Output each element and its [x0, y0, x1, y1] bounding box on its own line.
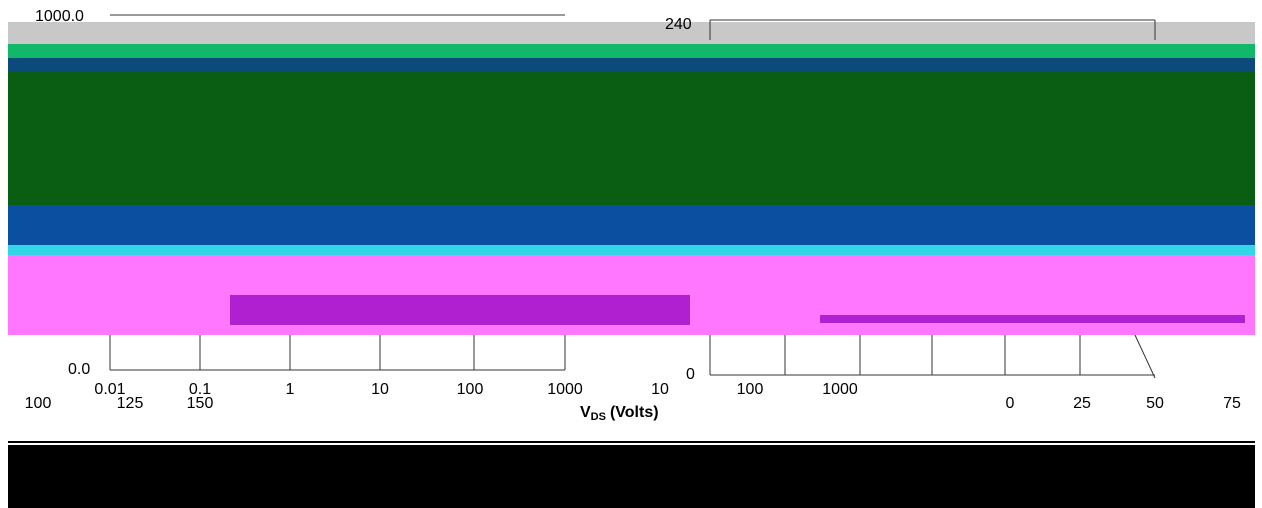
navy-band [8, 58, 1255, 72]
x-labels: 0.01 0.1 1 10 100 1000 10 100 1000 100 125 150 0 25 50… [25, 381, 1241, 412]
x-label: 150 [187, 395, 214, 412]
blue-band [8, 205, 1255, 245]
y-label: 0.0 [68, 361, 90, 378]
green-band [8, 44, 1255, 58]
y-label: 0 [686, 366, 695, 383]
dark-green-band [8, 72, 1255, 205]
x-label: 1 [286, 381, 295, 398]
axis-unit: (Volts) [610, 404, 659, 421]
axis-symbol: V [580, 404, 591, 421]
left-frame [109, 14, 566, 371]
x-label: 1000 [822, 381, 858, 398]
x-label: 100 [457, 381, 484, 398]
x-label: 0.01 [94, 381, 125, 398]
cyan-band [8, 245, 1255, 255]
x-label: 25 [1073, 395, 1091, 412]
x-label: 75 [1223, 395, 1241, 412]
x-label: 100 [25, 395, 52, 412]
x-label: 50 [1146, 395, 1164, 412]
right-frame [709, 19, 1156, 379]
gray-band [8, 22, 1255, 44]
x-label: 100 [737, 381, 764, 398]
black-band [8, 445, 1255, 508]
x-label: 125 [117, 395, 144, 412]
x-label: 1000 [547, 381, 583, 398]
purple-block [230, 295, 690, 325]
x-label: 0 [1006, 395, 1015, 412]
purple-strip [820, 315, 1245, 323]
axis-title: VDS (Volts) [580, 404, 659, 423]
y-label: 1000.0 [35, 8, 84, 25]
y-label: 240 [665, 16, 692, 33]
x-label: 10 [651, 381, 669, 398]
axis-subscript: DS [591, 411, 606, 423]
x-label: 0.1 [189, 381, 211, 398]
x-label: 10 [371, 381, 389, 398]
